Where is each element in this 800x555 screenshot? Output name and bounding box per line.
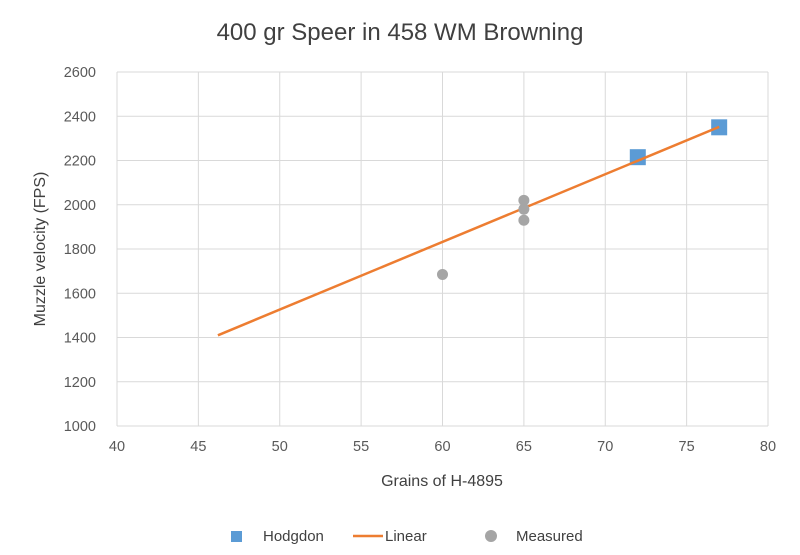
x-tick-label: 80 [760,439,776,455]
legend-item-hodgdon: Hodgdon [231,528,324,545]
x-tick-label: 70 [597,439,613,455]
y-axis-label: Muzzle velocity (FPS) [32,172,49,327]
legend-item-measured: Measured [485,528,583,545]
y-tick-label: 2200 [64,154,96,170]
legend-swatch-square [231,531,242,542]
data-point-measured [518,203,530,215]
y-tick-label: 1200 [64,375,96,391]
y-tick-label: 2400 [64,109,96,125]
y-tick-label: 2000 [64,198,96,214]
legend-label: Linear [385,528,427,545]
y-tick-labels: 1000 1200 1400 1600 1800 2000 2200 2400 2600 [64,65,96,435]
legend-item-linear: Linear [353,528,427,545]
y-tick-label: 2600 [64,65,96,81]
x-tick-label: 50 [272,439,288,455]
data-point-measured [518,214,530,226]
chart-title: 400 gr Speer in 458 WM Browning [217,19,584,46]
x-tick-label: 55 [353,439,369,455]
data-marks [217,119,728,337]
x-tick-label: 65 [516,439,532,455]
horizontal-gridlines [117,71,768,427]
legend-swatch-circle [485,530,497,542]
series-measured [437,194,530,280]
legend-label: Hodgdon [263,528,324,545]
x-tick-label: 60 [434,439,450,455]
series-linear [217,125,720,337]
legend-label: Measured [516,528,583,545]
y-tick-label: 1400 [64,331,96,347]
legend: Hodgdon Linear Measured [231,528,583,545]
x-axis-label: Grains of H-4895 [381,473,503,490]
y-tick-label: 1800 [64,242,96,258]
x-tick-label: 40 [109,439,125,455]
y-tick-label: 1000 [64,419,96,435]
x-tick-label: 45 [190,439,206,455]
x-tick-labels: 40 45 50 55 60 65 70 75 80 [109,439,776,455]
data-point-measured [518,194,530,206]
y-tick-label: 1600 [64,286,96,302]
data-point-measured [437,268,448,280]
trendline-linear [217,125,720,337]
x-tick-label: 75 [679,439,695,455]
